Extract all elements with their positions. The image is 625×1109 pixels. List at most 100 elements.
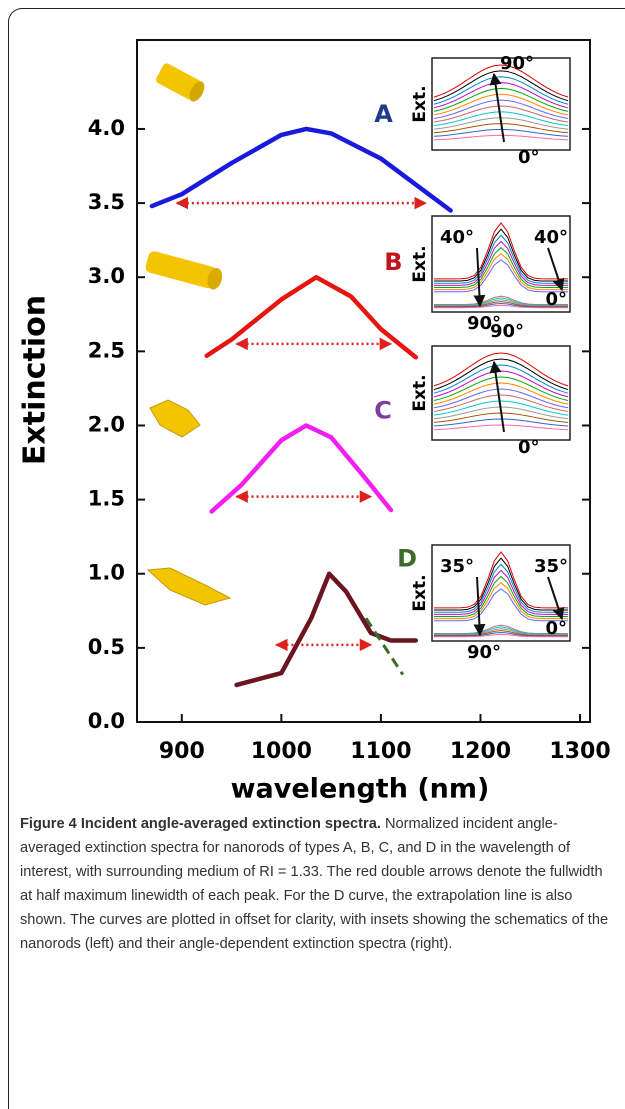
- x-axis-label: wavelength (nm): [231, 774, 490, 805]
- y-tick-label: 0.0: [88, 709, 125, 733]
- inset-curve: [434, 588, 568, 622]
- inset-curve: [433, 93, 569, 116]
- caption-label: Figure 4 Incident angle-averaged extinct…: [20, 816, 381, 832]
- inset-curve: [433, 246, 569, 288]
- inset-curve: [433, 301, 569, 307]
- inset-curve: [433, 253, 569, 291]
- inset-curve: [434, 630, 568, 636]
- inset-curve: [433, 382, 569, 405]
- inset-curve: [434, 259, 568, 293]
- inset-curve: [433, 234, 569, 284]
- inset-curve: [433, 400, 569, 416]
- y-axis-label: Extinction: [18, 295, 53, 465]
- inset-angle-label: 90°: [490, 321, 524, 342]
- inset-angle-label: 40°: [534, 227, 568, 248]
- curve-label: A: [374, 100, 393, 128]
- inset-curve: [433, 105, 569, 123]
- inset-curve: [433, 582, 569, 620]
- inset-frame: [431, 345, 571, 441]
- page: Extinction wavelength (nm) 0.0 0.5 1.0 1.5 2…: [8, 8, 625, 1109]
- inset-angle-label: 0°: [545, 618, 567, 639]
- inset-curve: [433, 418, 569, 427]
- spectrum-line: [149, 126, 453, 213]
- inset-curve: [433, 551, 569, 609]
- inset-angle-label: 0°: [518, 147, 540, 168]
- inset-curve: [434, 297, 568, 306]
- inset-curve: [433, 394, 569, 412]
- spectrum-line: [234, 571, 419, 688]
- spectrum-line: [209, 423, 394, 514]
- figure-frame: [8, 8, 625, 1109]
- inset-curve: [433, 358, 569, 391]
- y-tick-label: 1.0: [88, 561, 125, 585]
- y-tick-label: 2.5: [88, 338, 125, 362]
- x-tick-label: 1200: [450, 739, 511, 764]
- x-tick-label: 1300: [549, 739, 610, 764]
- inset-curve: [433, 240, 569, 286]
- curve-label: D: [397, 545, 417, 573]
- inset-y-label: Ext.: [410, 374, 430, 411]
- inset-curve: [433, 388, 569, 409]
- inset-curve: [434, 626, 568, 635]
- inset-curve: [433, 575, 569, 617]
- inset-angle-label: 0°: [545, 289, 567, 310]
- inset-arrow: [473, 247, 486, 308]
- inset-arrow: [547, 576, 565, 621]
- inset-angle-label: 0°: [518, 437, 540, 458]
- inset-angle-label: 35°: [534, 556, 568, 577]
- inset-curve: [433, 222, 569, 280]
- caption-text: Normalized incident angle-averaged extin…: [20, 816, 609, 952]
- inset-curve: [433, 376, 569, 401]
- curve-label: C: [374, 396, 392, 424]
- figure-caption: Figure 4 Incident angle-averaged extinct…: [20, 812, 612, 956]
- inset-curve: [434, 569, 568, 615]
- inset-curve: [434, 295, 568, 305]
- inset-arrow: [489, 360, 505, 433]
- inset-y-label: Ext.: [410, 245, 430, 282]
- inset-arrow: [489, 72, 505, 143]
- inset-curve: [433, 70, 569, 102]
- spectrum-line: [204, 274, 419, 360]
- inset-curve: [434, 557, 568, 611]
- inset-angle-label: 90°: [467, 642, 501, 663]
- inset-angle-label: 35°: [440, 556, 474, 577]
- inset-arrow: [547, 247, 565, 292]
- inset-curve: [433, 563, 569, 613]
- inset-curve: [433, 111, 569, 127]
- inset-curve: [434, 304, 568, 309]
- inset-y-label: Ext.: [410, 85, 430, 122]
- inset-curve: [433, 87, 569, 112]
- extrapolation-line: [364, 617, 405, 676]
- y-tick-label: 2.0: [88, 412, 125, 436]
- inset-angle-label: 40°: [440, 227, 474, 248]
- inset-curve: [434, 302, 568, 308]
- y-tick-label: 3.0: [88, 264, 125, 288]
- inset-curve: [433, 352, 569, 387]
- inset-arrow: [473, 576, 486, 637]
- inset-curve: [433, 128, 569, 137]
- y-tick-label: 1.5: [88, 487, 125, 511]
- x-tick-label: 1100: [350, 739, 411, 764]
- y-tick-label: 3.5: [88, 190, 125, 214]
- nanorod-icons: [145, 63, 232, 606]
- plot-frame: [136, 39, 591, 723]
- y-tick-label: 0.5: [88, 635, 125, 659]
- inset-curve: [434, 628, 568, 636]
- inset-curve: [433, 99, 569, 119]
- y-tick-label: 4.0: [88, 116, 125, 140]
- inset-curve: [433, 134, 569, 141]
- inset-y-label: Ext.: [410, 574, 430, 611]
- x-tick-label: 900: [159, 739, 205, 764]
- inset-curve: [433, 64, 569, 98]
- curve-label: B: [384, 248, 402, 276]
- inset-frame: [431, 544, 571, 642]
- x-tick-label: 1000: [251, 739, 312, 764]
- inset-curve: [434, 631, 568, 637]
- inset-curve: [433, 424, 569, 431]
- inset-angle-label: 90°: [500, 53, 534, 74]
- inset-curve: [434, 633, 568, 638]
- inset-curve: [434, 624, 568, 634]
- inset-curve: [433, 228, 569, 282]
- inset-curve: [434, 299, 568, 307]
- inset-angle-label: 90°: [467, 313, 501, 334]
